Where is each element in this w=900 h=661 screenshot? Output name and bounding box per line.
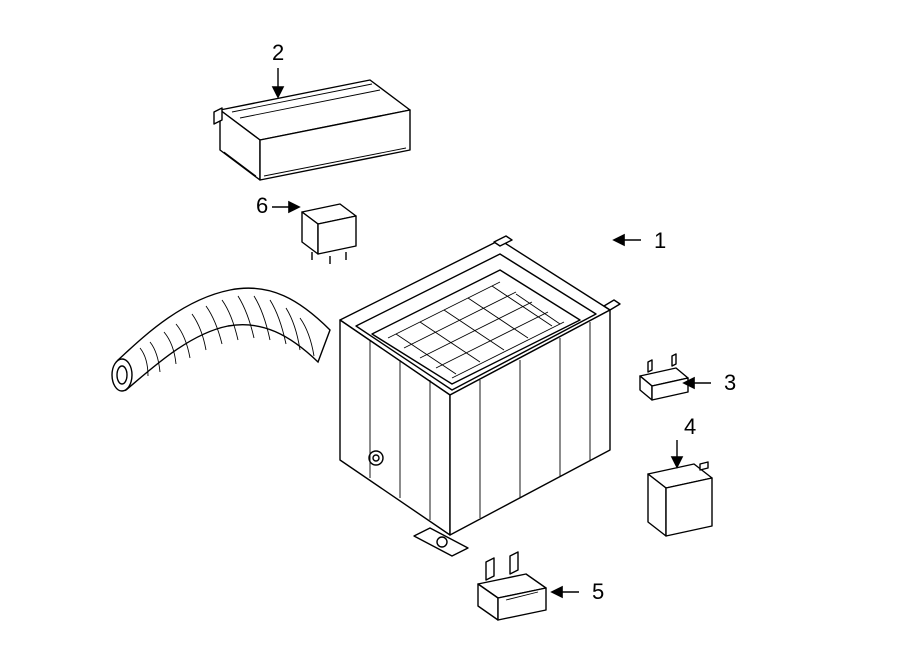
wiring-harness <box>112 288 330 391</box>
callout-label-4: 4 <box>684 414 696 439</box>
callout-label-3: 3 <box>724 370 736 395</box>
callout-label-6: 6 <box>256 193 268 218</box>
callout-label-2: 2 <box>272 40 284 65</box>
breaker <box>648 462 712 536</box>
relay <box>302 204 356 264</box>
maxi-fuse <box>478 552 546 620</box>
fuse-block-assembly <box>340 236 620 556</box>
callout-label-1: 1 <box>654 228 666 253</box>
callout-label-5: 5 <box>592 579 604 604</box>
mini-fuse <box>640 354 688 400</box>
parts-diagram: 1 2 3 4 5 6 <box>0 0 900 661</box>
fuse-block-cover <box>214 80 410 180</box>
